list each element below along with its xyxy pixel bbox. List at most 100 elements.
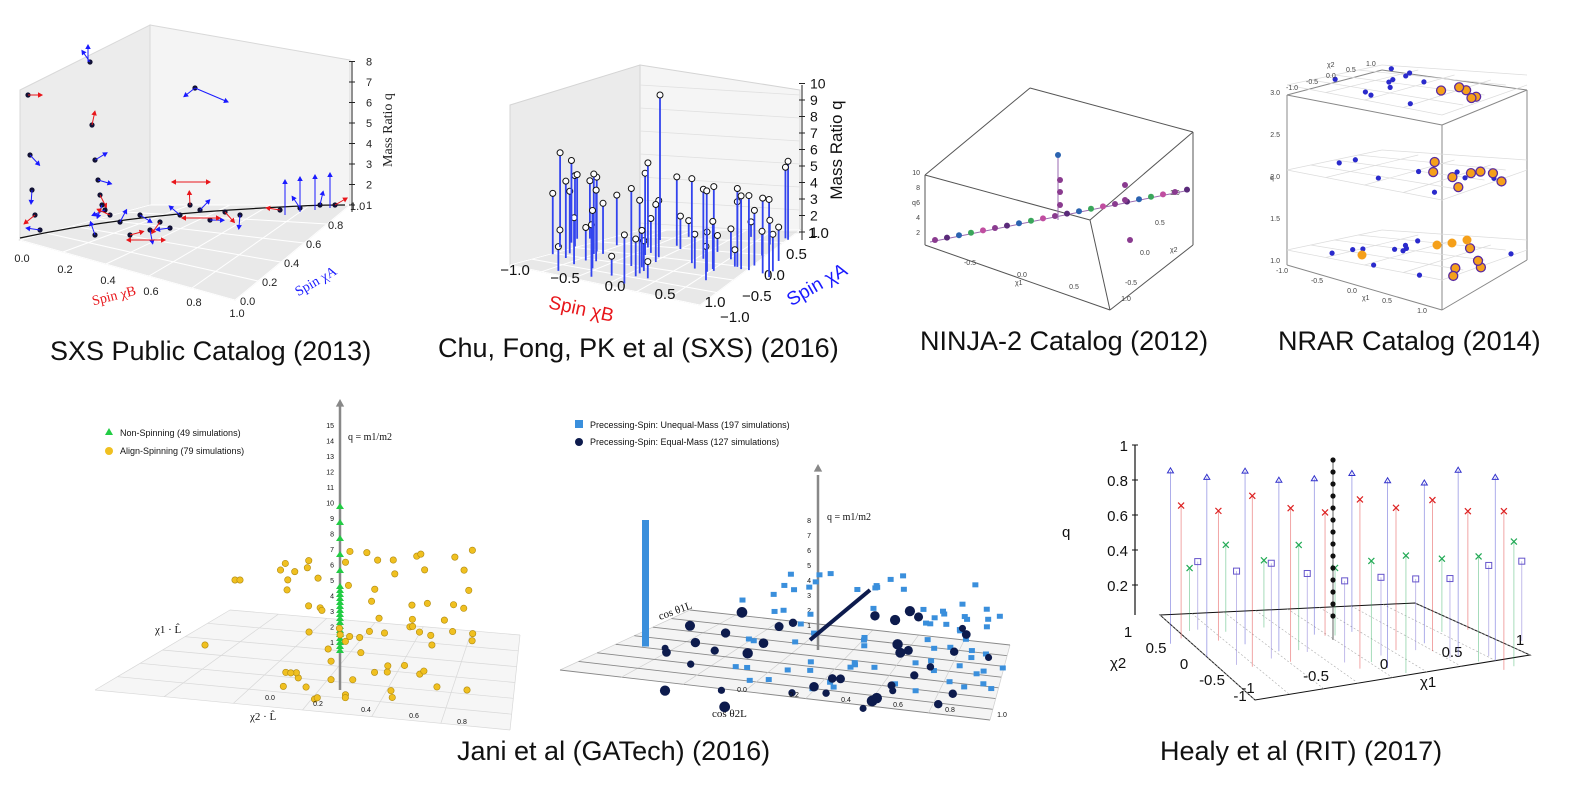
data-point-cross xyxy=(1475,553,1483,560)
data-point-unequal xyxy=(988,686,995,692)
data-point xyxy=(1475,166,1486,177)
y-tick-label: -0.5 xyxy=(1125,280,1137,287)
data-point xyxy=(1462,235,1472,245)
layer-grid xyxy=(1441,169,1528,201)
data-point-equal xyxy=(742,648,753,659)
spin-arrow-head xyxy=(170,179,177,185)
data-point-unequal xyxy=(642,601,649,606)
z-tick-label: 0.4 xyxy=(1107,543,1128,560)
data-point xyxy=(1362,89,1368,95)
box-edge xyxy=(1029,87,1194,133)
data-point-alignspinning xyxy=(287,669,295,677)
data-point xyxy=(737,192,745,200)
data-point-triangle xyxy=(1241,467,1249,474)
legend-marker-unequal xyxy=(575,420,583,428)
y-tick-label: -0.5 xyxy=(1199,672,1225,689)
x-tick-label: 1.0 xyxy=(229,308,244,320)
spin-arrow-head xyxy=(25,225,31,232)
q-label: q = m1/m2 xyxy=(348,432,392,443)
data-point xyxy=(620,231,628,239)
data-point-unequal xyxy=(732,664,739,670)
data-point-unequal xyxy=(827,679,834,685)
data-point-equal xyxy=(687,660,695,668)
spin-arrow-head xyxy=(89,220,95,227)
z-tick-label: 0.6 xyxy=(1107,508,1128,525)
z-tick-label: 1 xyxy=(330,640,334,647)
data-point-alignspinning xyxy=(463,686,471,694)
x-tick-label: 0.0 xyxy=(1017,272,1027,279)
z-tick-label: 9 xyxy=(810,92,818,108)
y-tick-label: 0.5 xyxy=(1155,220,1165,227)
caption-ninja2: NINJA-2 Catalog (2012) xyxy=(920,326,1209,356)
z-tick-label: 0.8 xyxy=(1107,473,1128,490)
data-point xyxy=(613,191,621,199)
back-wall xyxy=(149,24,351,206)
data-point-unequal xyxy=(642,583,649,588)
data-point-unequal xyxy=(947,644,954,650)
data-point-unequal xyxy=(871,664,878,670)
data-point-unequal xyxy=(861,643,868,649)
z-tick-label: 4 xyxy=(916,215,920,222)
spin-arrow-head xyxy=(229,217,236,224)
panel-rit: 0.2 0.4 0.6 0.8 1 q -1 -0.5 0 0.5 1 χ1 1 0.5 0 -0.5 -1 χ2 xyxy=(1050,425,1560,735)
data-point xyxy=(1435,85,1447,96)
data-point-unequal xyxy=(744,664,751,670)
data-point-equal xyxy=(710,646,719,655)
data-point-alignspinning xyxy=(451,553,459,561)
data-point-unequal xyxy=(941,611,948,617)
y-tick-label: -0.5 xyxy=(1306,79,1318,86)
caption-nrar: NRAR Catalog (2014) xyxy=(1278,326,1541,356)
floor-grid xyxy=(682,619,782,685)
z-tick-label: 1.5 xyxy=(1270,216,1280,223)
data-point xyxy=(1400,248,1406,254)
data-point xyxy=(1329,250,1335,256)
y-tick-label: 0.2 xyxy=(262,277,277,289)
data-point-unequal xyxy=(642,641,649,647)
data-point xyxy=(586,177,594,185)
data-point-alignspinning xyxy=(346,547,354,555)
floor-grid xyxy=(559,609,691,671)
data-point xyxy=(968,229,974,236)
data-point-alignspinning xyxy=(449,628,457,636)
x-axis-label: χ2 · L̂ xyxy=(249,710,277,723)
data-point-unequal xyxy=(968,648,975,654)
x-tick-label: 0.0 xyxy=(14,253,29,265)
z-tick-label: 15 xyxy=(326,423,334,430)
z-tick-label: 3 xyxy=(810,191,818,207)
box-edge xyxy=(1089,219,1111,311)
data-point xyxy=(1406,70,1413,76)
spin-arrow-head xyxy=(215,215,222,221)
layer-grid xyxy=(1310,79,1464,106)
data-point xyxy=(685,217,693,225)
data-point-triangle xyxy=(1420,478,1429,486)
layer-grid xyxy=(1334,239,1485,261)
floor-grid xyxy=(45,232,259,282)
data-point-alignspinning xyxy=(420,667,428,675)
data-point-unequal xyxy=(811,630,818,636)
data-point xyxy=(733,185,741,193)
z-tick-label: 5 xyxy=(810,158,818,174)
data-point-cross xyxy=(1248,492,1256,500)
data-point-equal xyxy=(809,681,819,692)
x-tick-label: 0 xyxy=(1380,656,1388,673)
data-point xyxy=(1076,208,1082,215)
z-tick-label: 8 xyxy=(366,57,372,69)
data-point xyxy=(1431,189,1438,195)
data-point-unequal xyxy=(816,572,823,578)
y-tick-label: 1.0 xyxy=(808,225,829,242)
data-point xyxy=(1057,202,1063,208)
data-point-equal xyxy=(788,689,796,697)
data-point xyxy=(1127,237,1133,243)
y-tick-label: 1 xyxy=(1124,624,1132,641)
data-point-unequal xyxy=(830,684,837,690)
spin-arrow-head xyxy=(180,215,187,221)
data-point-alignspinning xyxy=(336,631,344,639)
data-point-cross xyxy=(1438,555,1446,563)
box-edge xyxy=(1286,264,1443,311)
z-tick-label: 13 xyxy=(326,454,334,461)
data-point-equal xyxy=(720,628,731,638)
data-point-triangle xyxy=(1454,466,1463,473)
data-point xyxy=(1415,238,1421,244)
layer-grid xyxy=(1310,164,1464,191)
